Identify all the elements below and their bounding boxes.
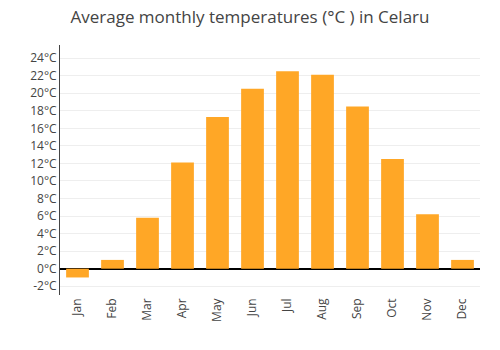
svg-text:Jan: Jan [68, 298, 85, 316]
svg-text:10°C: 10°C [30, 172, 57, 189]
svg-text:8°C: 8°C [37, 190, 57, 207]
svg-text:14°C: 14°C [30, 137, 57, 154]
svg-text:16°C: 16°C [30, 120, 57, 137]
svg-text:Mar: Mar [138, 298, 155, 320]
svg-text:Sep: Sep [348, 298, 365, 319]
svg-text:18°C: 18°C [30, 102, 57, 119]
svg-text:Apr: Apr [173, 298, 190, 318]
svg-text:24°C: 24°C [30, 49, 57, 66]
svg-text:-2°C: -2°C [33, 277, 57, 294]
svg-text:Jun: Jun [243, 298, 260, 317]
svg-text:Nov: Nov [418, 298, 435, 320]
svg-text:Dec: Dec [453, 298, 470, 319]
svg-text:22°C: 22°C [30, 67, 57, 84]
svg-text:Aug: Aug [313, 298, 330, 320]
svg-text:Oct: Oct [383, 298, 400, 317]
svg-text:2°C: 2°C [37, 242, 57, 259]
svg-text:0°C: 0°C [37, 260, 57, 277]
svg-text:6°C: 6°C [37, 207, 57, 224]
svg-text:Jul: Jul [278, 298, 295, 313]
svg-text:Feb: Feb [103, 298, 120, 318]
svg-text:4°C: 4°C [37, 225, 57, 242]
svg-text:20°C: 20°C [30, 84, 57, 101]
svg-text:Average monthly temperatures (: Average monthly temperatures (°C ) in Ce… [70, 5, 429, 28]
svg-text:12°C: 12°C [30, 155, 57, 172]
svg-text:May: May [208, 297, 225, 321]
